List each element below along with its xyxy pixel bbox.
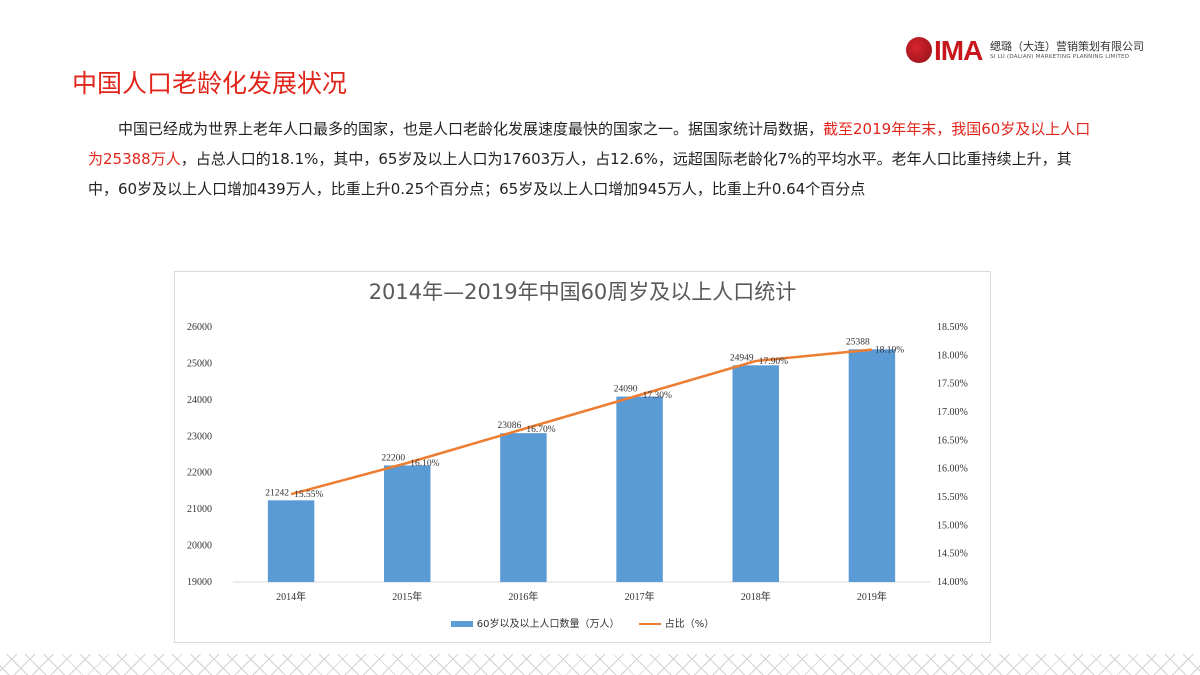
page-title: 中国人口老龄化发展状况 [72, 69, 348, 98]
line-data-label: 17.30% [643, 391, 672, 401]
x-tick-label: 2014年 [276, 590, 306, 603]
y-right-tick-label: 17.50% [937, 379, 968, 390]
y-right-tick-label: 14.00% [937, 577, 968, 588]
y-left-tick-label: 26000 [187, 322, 212, 333]
y-left-tick-label: 22000 [187, 468, 212, 479]
bar-data-label: 24949 [730, 353, 754, 363]
y-left-tick-label: 24000 [187, 395, 212, 406]
logo-emblem-icon [906, 37, 932, 63]
y-right-tick-label: 18.00% [937, 350, 968, 361]
line-data-label: 16.70% [526, 425, 555, 435]
legend-item-population: 60岁以及以上人口数量（万人） [450, 615, 620, 630]
y-left-tick-label: 25000 [187, 358, 212, 369]
bar [732, 365, 779, 582]
bar [500, 433, 547, 582]
paragraph-part-1: 中国已经成为世界上老年人口最多的国家，也是人口老龄化发展速度最快的国家之一。据国… [118, 120, 824, 138]
x-tick-label: 2017年 [625, 590, 655, 603]
bar [848, 349, 896, 582]
y-right-tick-label: 14.50% [937, 549, 968, 560]
legend-label-ratio: 占比（%） [664, 619, 715, 630]
company-logo: IMA 缌璐（大连）营销策划有限公司 SI LU (DALIAN) MARKET… [906, 33, 1176, 69]
y-right-tick-label: 17.00% [937, 407, 968, 418]
logo-company-name-en: SI LU (DALIAN) MARKETING PLANNING LIMITE… [990, 54, 1130, 60]
logo-company-name-cn: 缌璐（大连）营销策划有限公司 [990, 40, 1144, 53]
y-left-tick-label: 20000 [187, 541, 212, 552]
legend-swatch-line [638, 623, 661, 625]
bar [384, 465, 431, 582]
bar-data-label: 22200 [381, 453, 405, 463]
x-tick-label: 2019年 [857, 590, 887, 603]
line-data-label: 18.10% [875, 346, 904, 356]
intro-paragraph: 中国已经成为世界上老年人口最多的国家，也是人口老龄化发展速度最快的国家之一。据国… [88, 114, 1098, 204]
y-right-tick-label: 15.50% [937, 492, 968, 503]
legend-swatch-bar [450, 621, 473, 627]
paragraph-highlight: 截至2019年年末，我国60岁及以上人口为25388万人 [88, 120, 1091, 168]
bar [616, 396, 663, 582]
y-right-tick-label: 16.50% [937, 435, 968, 446]
x-tick-label: 2018年 [741, 590, 771, 603]
bar-data-label: 24090 [614, 385, 638, 395]
chart-canvas: 19000 20000 21000 22000 23000 24000 25000 26000… [187, 322, 968, 603]
paragraph-part-3: ，占总人口的18.1%，其中，65岁及以上人口为17603万人，占12.6%，远… [88, 150, 1072, 198]
legend-label-population: 60岁以及以上人口数量（万人） [476, 619, 620, 630]
bar-data-label: 25388 [846, 337, 870, 347]
y-right-tick-label: 15.00% [937, 520, 968, 531]
bar-data-label: 21242 [265, 488, 289, 498]
line-data-label: 16.10% [410, 459, 439, 469]
y-right-tick-label: 18.50% [937, 322, 968, 333]
legend-item-ratio: 占比（%） [638, 615, 715, 630]
decorative-footer-pattern [0, 654, 1200, 675]
ratio-line [290, 348, 873, 496]
line-data-label: 17.90% [759, 357, 788, 367]
y-left-tick-label: 21000 [187, 504, 212, 515]
chart-legend: 60岁以及以上人口数量（万人） 占比（%） [175, 615, 990, 630]
logo-brand: IMA [934, 35, 983, 66]
bar-data-label: 23086 [498, 421, 522, 431]
y-right-tick-label: 16.00% [937, 464, 968, 475]
line-data-label: 15.55% [294, 490, 323, 500]
y-left-tick-label: 19000 [187, 577, 212, 588]
chart-title: 2014年—2019年中国60周岁及以上人口统计 [368, 280, 797, 304]
bar [267, 500, 315, 582]
x-tick-label: 2015年 [392, 590, 422, 603]
x-tick-label: 2016年 [508, 590, 538, 603]
population-chart: 2014年—2019年中国60周岁及以上人口统计 19000 20000 21000… [174, 271, 991, 643]
y-left-tick-label: 23000 [187, 431, 212, 442]
